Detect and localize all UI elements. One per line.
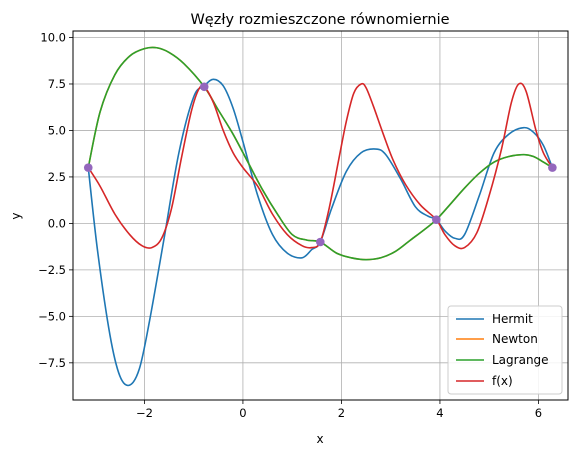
x-tick-label: 0 [239, 406, 246, 420]
chart-title: Węzły rozmieszczone równomiernie [190, 12, 449, 28]
node-point [316, 237, 325, 247]
nodes-layer [83, 82, 557, 247]
x-tick-label: 2 [338, 406, 345, 420]
plot-frame [72, 30, 569, 401]
node-point [548, 163, 557, 172]
y-axis-label: y [9, 212, 23, 219]
ticks: −2 0 2 4 6 −7.5 −5.0 −2.5 0.0 2.5 5.0 7.5 10.0 [38, 31, 542, 420]
series-line-fx [87, 82, 554, 250]
x-tick-label: −2 [136, 406, 153, 420]
legend-label-fx: f(x) [492, 374, 513, 388]
y-tick-label: 10.0 [40, 31, 66, 45]
node-point [83, 163, 93, 172]
y-tick-label: −2.5 [38, 263, 66, 277]
legend-label-newton: Newton [492, 332, 538, 346]
series-line-lagrange [87, 46, 554, 261]
legend-label-lagrange: Lagrange [492, 353, 549, 367]
x-tick-label: 4 [436, 406, 443, 420]
y-tick-label: −5.0 [38, 309, 66, 323]
x-axis-label: x [316, 432, 323, 446]
series-layer [87, 46, 554, 387]
y-tick-label: 0.0 [48, 216, 66, 230]
y-tick-label: 5.0 [48, 123, 66, 137]
y-tick-label: 7.5 [48, 77, 66, 91]
legend: Hermit Newton Lagrange f(x) [447, 305, 563, 395]
legend-box [447, 305, 563, 395]
series-line-hermit [87, 78, 554, 387]
legend-label-hermit: Hermit [492, 312, 533, 326]
y-tick-label: −7.5 [38, 356, 66, 370]
node-point [432, 215, 441, 224]
x-tick-label: 6 [535, 406, 542, 420]
node-point [199, 82, 209, 92]
y-tick-label: 2.5 [48, 170, 66, 184]
